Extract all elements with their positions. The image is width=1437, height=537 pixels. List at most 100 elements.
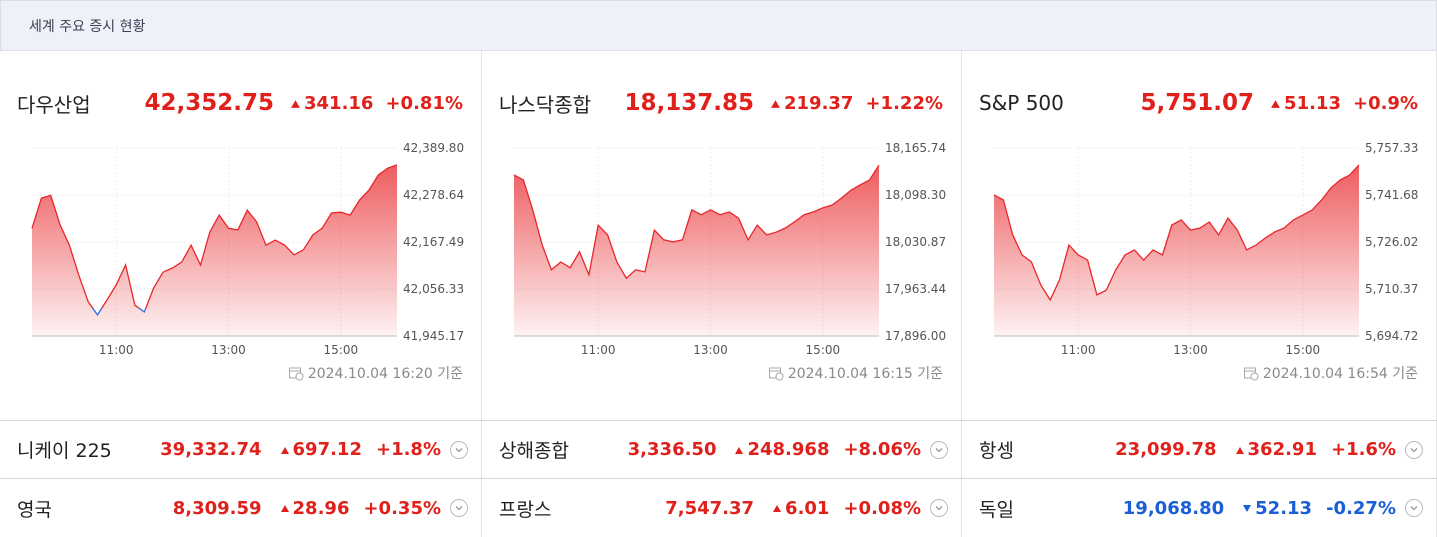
chart: 41,945.17 42,056.33 42,167.49 42,278.64 42,3… [31,141,464,357]
quote: 5,751.07 51.13 +0.9% [1141,90,1418,116]
market-name: 니케이 225 [17,440,112,462]
market-change: 6.01 [785,497,830,519]
market-cell: 프랑스 7,547.37 6.01 +0.08% [482,479,962,537]
quote: 8,309.59 28.96 +0.35% [173,498,469,519]
market-name: 영국 [17,498,52,521]
index-change: 51.13 [1284,92,1341,114]
timestamp: 2024.10.04 16:15 기준 [768,363,943,383]
market-cell: 항셍 23,099.78 362.91 +1.6% [962,421,1437,478]
panel-header: 다우산업 42,352.75 341.16 +0.81% [0,83,481,123]
quote: 18,137.85 219.37 +1.22% [625,90,944,116]
expand-button[interactable] [929,498,949,518]
index-percent: +0.9% [1352,92,1418,114]
index-price: 5,751.07 [1140,90,1255,116]
x-tick-label: 15:00 [324,343,359,357]
market-percent: +0.08% [843,497,921,519]
x-tick-label: 11:00 [1061,343,1096,357]
market-price: 23,099.78 [1115,439,1217,460]
area-fill [32,164,397,336]
market-price: 19,068.80 [1122,497,1225,519]
trend-icon [280,446,289,454]
y-tick-label: 18,165.74 [885,141,946,155]
market-name: 상해종합 [499,440,569,462]
market-change: 28.96 [292,497,350,519]
expand-button[interactable] [1404,498,1424,518]
calendar-icon [288,367,304,381]
market-cell: 상해종합 3,336.50 248.968 +8.06% [482,421,962,478]
timestamp-text: 2024.10.04 16:54 기준 [1262,366,1418,382]
market-row: 영국 8,309.59 28.96 +0.35% 프랑스 7,547.37 6.01 +0.0… [0,478,1437,537]
trend-icon [1243,505,1252,512]
index-panel: S&P 500 5,751.07 51.13 +0.9% 5,694.72 5,710.3… [962,51,1437,420]
trend-icon [735,446,744,454]
header-title: 세계 주요 증시 현황 [29,19,146,35]
y-tick-label: 18,098.30 [885,188,946,202]
x-tick-label: 15:00 [806,343,841,357]
index-panel: 나스닥종합 18,137.85 219.37 +1.22% 17,896.00 17,96… [482,51,962,420]
index-name: 나스닥종합 [499,92,591,117]
quote: 42,352.75 341.16 +0.81% [145,90,464,116]
index-name: 다우산업 [17,92,91,117]
y-tick-label: 42,056.33 [403,282,464,296]
expand-button[interactable] [449,498,469,518]
calendar-icon [768,367,784,381]
market-percent: +1.6% [1330,439,1396,460]
quote: 39,332.74 697.12 +1.8% [160,439,469,460]
calendar-icon [1243,367,1259,381]
market-change: 248.968 [747,439,830,460]
index-percent: +1.22% [865,92,943,114]
panel-header: S&P 500 5,751.07 51.13 +0.9% [962,83,1436,123]
quote: 3,336.50 248.968 +8.06% [628,439,949,460]
index-price: 18,137.85 [624,90,755,116]
y-tick-label: 5,741.68 [1365,188,1418,202]
market-name: 항셍 [979,440,1014,462]
timestamp: 2024.10.04 16:54 기준 [1243,363,1418,383]
quote: 19,068.80 52.13 -0.27% [1123,498,1424,519]
x-tick-label: 13:00 [693,343,728,357]
market-price: 7,547.37 [665,497,755,519]
index-panel: 다우산업 42,352.75 341.16 +0.81% 41,945.17 42,056… [0,51,482,420]
price-line [993,164,1360,302]
market-name: 독일 [979,498,1014,521]
x-tick-label: 13:00 [211,343,246,357]
trend-icon [291,99,300,108]
expand-button[interactable] [449,440,469,460]
market-change: 362.91 [1247,439,1317,460]
market-name: 프랑스 [499,498,552,521]
market-price: 3,336.50 [627,439,717,460]
area-fill [994,164,1359,336]
market-change: 52.13 [1255,497,1313,519]
price-line [513,164,880,280]
y-tick-label: 42,389.80 [403,141,464,155]
chart: 17,896.00 17,963.44 18,030.87 18,098.30 18,1… [513,141,946,357]
expand-button[interactable] [929,440,949,460]
index-percent: +0.81% [385,92,463,114]
expand-button[interactable] [1404,440,1424,460]
market-row: 니케이 225 39,332.74 697.12 +1.8% 상해종합 3,336.50 2… [0,420,1437,478]
trend-icon [1271,99,1280,108]
y-tick-label: 41,945.17 [403,329,464,343]
market-price: 8,309.59 [172,497,262,519]
y-tick-label: 17,963.44 [885,282,946,296]
trend-icon [773,505,782,512]
area-fill [514,165,879,336]
market-price: 39,332.74 [160,439,262,460]
market-percent: -0.27% [1326,497,1396,519]
market-cell: 독일 19,068.80 52.13 -0.27% [962,479,1437,537]
chart: 5,694.72 5,710.37 5,726.02 5,741.68 5,757.33… [993,141,1418,357]
x-tick-label: 15:00 [1286,343,1321,357]
market-cell: 니케이 225 39,332.74 697.12 +1.8% [0,421,482,478]
market-cell: 영국 8,309.59 28.96 +0.35% [0,479,482,537]
y-tick-label: 5,726.02 [1365,235,1418,249]
timestamp-text: 2024.10.04 16:15 기준 [787,366,943,382]
quote: 7,547.37 6.01 +0.08% [665,498,949,519]
index-change: 219.37 [784,92,854,114]
y-tick-label: 5,710.37 [1365,282,1418,296]
x-tick-label: 11:00 [99,343,134,357]
index-price: 42,352.75 [144,90,275,116]
panel-header: 나스닥종합 18,137.85 219.37 +1.22% [482,83,961,123]
market-change: 697.12 [292,439,362,460]
trend-icon [280,505,289,512]
header: 세계 주요 증시 현황 [0,0,1437,51]
